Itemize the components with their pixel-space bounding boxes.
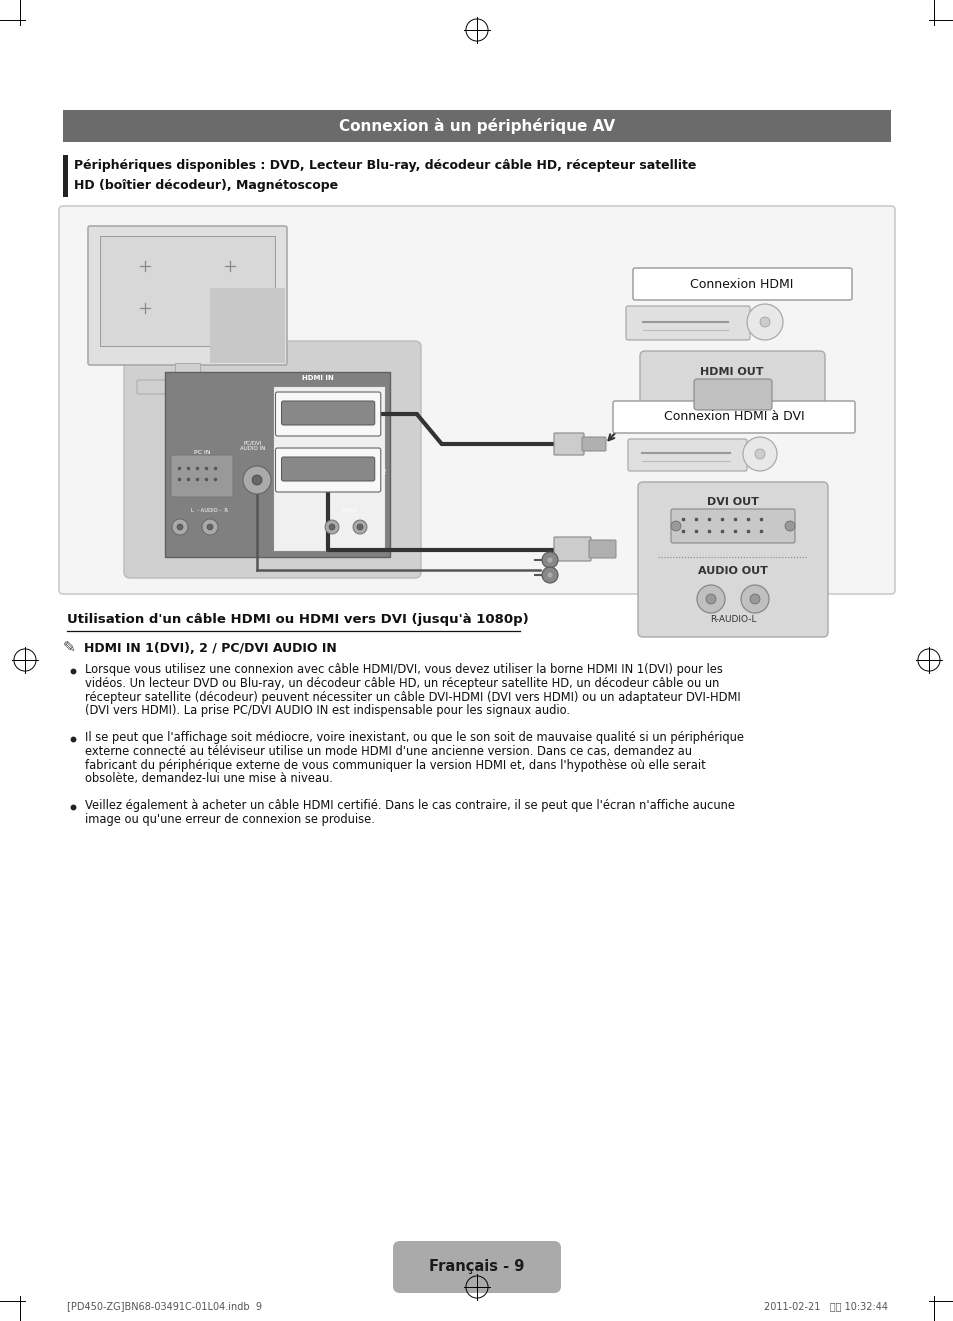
- Text: Connexion HDMI: Connexion HDMI: [690, 277, 793, 291]
- Text: HDMI OUT: HDMI OUT: [700, 367, 763, 376]
- FancyBboxPatch shape: [171, 454, 233, 497]
- Circle shape: [749, 594, 760, 604]
- Text: R-AUDIO-L: R-AUDIO-L: [709, 616, 756, 625]
- Circle shape: [243, 466, 271, 494]
- Text: externe connecté au téléviseur utilise un mode HDMI d'une ancienne version. Dans: externe connecté au téléviseur utilise u…: [85, 745, 691, 758]
- FancyBboxPatch shape: [137, 380, 239, 394]
- FancyBboxPatch shape: [281, 457, 375, 481]
- Text: VIDEO: VIDEO: [341, 507, 357, 513]
- Circle shape: [546, 557, 553, 563]
- Circle shape: [746, 304, 782, 339]
- Text: obsolète, demandez-lui une mise à niveau.: obsolète, demandez-lui une mise à niveau…: [85, 771, 333, 785]
- Bar: [174, 363, 200, 380]
- FancyBboxPatch shape: [633, 268, 851, 300]
- Circle shape: [353, 520, 367, 534]
- Text: récepteur satellite (décodeur) peuvent nécessiter un câble DVI-HDMI (DVI vers HD: récepteur satellite (décodeur) peuvent n…: [85, 691, 740, 704]
- Text: Français - 9: Français - 9: [429, 1259, 524, 1275]
- FancyBboxPatch shape: [613, 402, 854, 433]
- Text: Lorsque vous utilisez une connexion avec câble HDMI/DVI, vous devez utiliser la : Lorsque vous utilisez une connexion avec…: [85, 663, 722, 676]
- Text: ✎: ✎: [63, 641, 75, 655]
- Bar: [210, 288, 285, 363]
- FancyBboxPatch shape: [554, 538, 590, 561]
- Text: 2: 2: [380, 469, 385, 476]
- Circle shape: [754, 449, 764, 458]
- Circle shape: [697, 585, 724, 613]
- Circle shape: [252, 476, 262, 485]
- Circle shape: [356, 524, 363, 530]
- Circle shape: [705, 594, 716, 604]
- Circle shape: [546, 572, 553, 579]
- FancyBboxPatch shape: [59, 206, 894, 594]
- Text: Connexion à un périphérique AV: Connexion à un périphérique AV: [338, 118, 615, 133]
- Circle shape: [541, 552, 558, 568]
- Text: DVI OUT: DVI OUT: [706, 497, 759, 507]
- Text: PC/DVI
AUDIO IN: PC/DVI AUDIO IN: [240, 441, 265, 452]
- Text: HDMI IN 1(DVI), 2 / PC/DVI AUDIO IN: HDMI IN 1(DVI), 2 / PC/DVI AUDIO IN: [84, 642, 336, 654]
- Circle shape: [329, 524, 335, 530]
- FancyBboxPatch shape: [393, 1240, 560, 1293]
- Text: fabricant du périphérique externe de vous communiquer la version HDMI et, dans l: fabricant du périphérique externe de vou…: [85, 758, 705, 771]
- Text: Il se peut que l'affichage soit médiocre, voire inexistant, ou que le son soit d: Il se peut que l'affichage soit médiocre…: [85, 732, 743, 745]
- Text: L  - AUDIO -  R: L - AUDIO - R: [192, 507, 229, 513]
- Text: HDMI IN: HDMI IN: [302, 375, 334, 380]
- FancyBboxPatch shape: [638, 482, 827, 637]
- FancyBboxPatch shape: [625, 306, 749, 339]
- Circle shape: [740, 585, 768, 613]
- Circle shape: [325, 520, 338, 534]
- Circle shape: [784, 520, 794, 531]
- Text: Utilisation d'un câble HDMI ou HDMI vers DVI (jusqu'à 1080p): Utilisation d'un câble HDMI ou HDMI vers…: [67, 613, 528, 626]
- FancyBboxPatch shape: [639, 351, 824, 425]
- FancyBboxPatch shape: [627, 439, 746, 472]
- FancyBboxPatch shape: [275, 392, 380, 436]
- FancyBboxPatch shape: [88, 226, 287, 365]
- FancyBboxPatch shape: [588, 540, 616, 557]
- Text: vidéos. Un lecteur DVD ou Blu-ray, un décodeur câble HD, un récepteur satellite : vidéos. Un lecteur DVD ou Blu-ray, un dé…: [85, 676, 719, 690]
- Circle shape: [172, 519, 188, 535]
- Text: 2011-02-21   오후 10:32:44: 2011-02-21 오후 10:32:44: [763, 1301, 887, 1310]
- Circle shape: [177, 524, 183, 530]
- Circle shape: [742, 437, 776, 472]
- Text: (DVI vers HDMI). La prise PC/DVI AUDIO IN est indispensable pour les signaux aud: (DVI vers HDMI). La prise PC/DVI AUDIO I…: [85, 704, 569, 717]
- Text: HD (boîtier décodeur), Magnétoscope: HD (boîtier décodeur), Magnétoscope: [74, 178, 337, 192]
- FancyBboxPatch shape: [581, 437, 605, 450]
- Circle shape: [760, 317, 769, 328]
- Text: Veillez également à acheter un câble HDMI certifié. Dans le cas contraire, il se: Veillez également à acheter un câble HDM…: [85, 799, 734, 812]
- Bar: [63, 155, 68, 197]
- FancyBboxPatch shape: [670, 509, 794, 543]
- Circle shape: [670, 520, 680, 531]
- FancyBboxPatch shape: [281, 402, 375, 425]
- Text: [PD450-ZG]BN68-03491C-01L04.indb  9: [PD450-ZG]BN68-03491C-01L04.indb 9: [67, 1301, 262, 1310]
- FancyBboxPatch shape: [165, 373, 390, 557]
- Circle shape: [202, 519, 218, 535]
- Text: image ou qu'une erreur de connexion se produise.: image ou qu'une erreur de connexion se p…: [85, 812, 375, 826]
- Text: Périphériques disponibles : DVD, Lecteur Blu-ray, décodeur câble HD, récepteur s: Périphériques disponibles : DVD, Lecteur…: [74, 160, 696, 173]
- Bar: [100, 236, 274, 346]
- Text: Connexion HDMI à DVI: Connexion HDMI à DVI: [663, 411, 803, 424]
- Text: AUDIO OUT: AUDIO OUT: [698, 565, 767, 576]
- Text: PC IN: PC IN: [193, 449, 210, 454]
- FancyBboxPatch shape: [124, 341, 420, 579]
- FancyBboxPatch shape: [273, 386, 385, 551]
- Circle shape: [207, 524, 213, 530]
- Bar: [63, 110, 890, 141]
- FancyBboxPatch shape: [554, 433, 583, 454]
- Circle shape: [541, 567, 558, 583]
- FancyBboxPatch shape: [693, 379, 771, 410]
- FancyBboxPatch shape: [275, 448, 380, 491]
